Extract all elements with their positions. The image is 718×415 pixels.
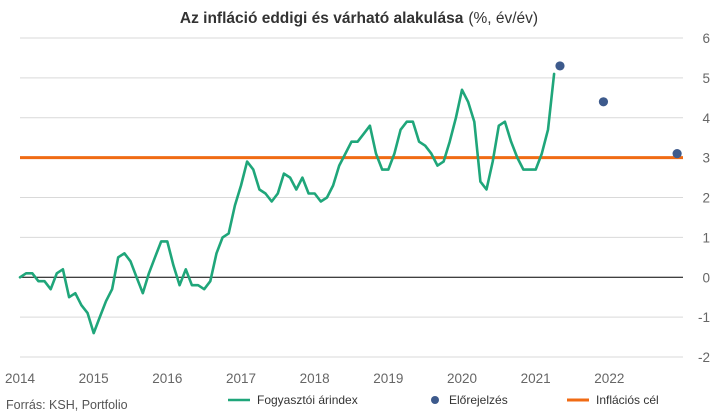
legend-cpi-label: Fogyasztói árindex [257, 393, 358, 407]
gridlines [20, 37, 683, 358]
y-tick-label: -1 [698, 310, 710, 325]
x-tick-label: 2016 [152, 371, 182, 386]
x-tick-label: 2022 [594, 371, 624, 386]
x-tick-label: 2017 [226, 371, 256, 386]
legend-forecast-swatch [431, 396, 439, 404]
chart-title-main: Az infláció eddigi és várható alakulása [180, 10, 464, 27]
x-tick-label: 2014 [5, 371, 36, 386]
y-tick-label: 3 [702, 151, 710, 166]
x-tick-label: 2021 [521, 371, 551, 386]
x-tick-label: 2015 [79, 371, 109, 386]
cpi-series [18, 72, 556, 335]
cpi-line [18, 72, 556, 335]
y-tick-label: 5 [702, 71, 710, 86]
legend-target-label: Inflációs cél [596, 393, 659, 407]
chart-title: Az infláció eddigi és várható alakulása(… [180, 10, 538, 27]
y-tick-label: 2 [702, 191, 710, 206]
chart-title-unit: (%, év/év) [468, 10, 538, 27]
x-tick-label: 2020 [447, 371, 477, 386]
forecast-series [555, 61, 682, 159]
x-axis-tick-labels: 2014 2015 2016 2017 2018 2019 2020 2021 2022 [5, 371, 624, 386]
y-axis-tick-labels: 6 5 4 3 2 1 0 -1 -2 [698, 31, 711, 365]
forecast-point [555, 61, 565, 71]
forecast-point [672, 149, 682, 159]
x-tick-label: 2018 [300, 371, 330, 386]
source-note: Forrás: KSH, Portfolio [6, 398, 128, 412]
y-tick-label: 6 [702, 31, 710, 46]
forecast-point [598, 97, 609, 107]
y-tick-label: -2 [698, 350, 710, 365]
y-tick-label: 1 [702, 230, 710, 245]
y-tick-label: 0 [702, 270, 710, 285]
x-tick-label: 2019 [373, 371, 403, 386]
legend-forecast-label: Előrejelzés [449, 393, 508, 407]
y-tick-label: 4 [702, 111, 710, 126]
legend: Fogyasztói árindex Előrejelzés Inflációs c… [228, 393, 659, 407]
